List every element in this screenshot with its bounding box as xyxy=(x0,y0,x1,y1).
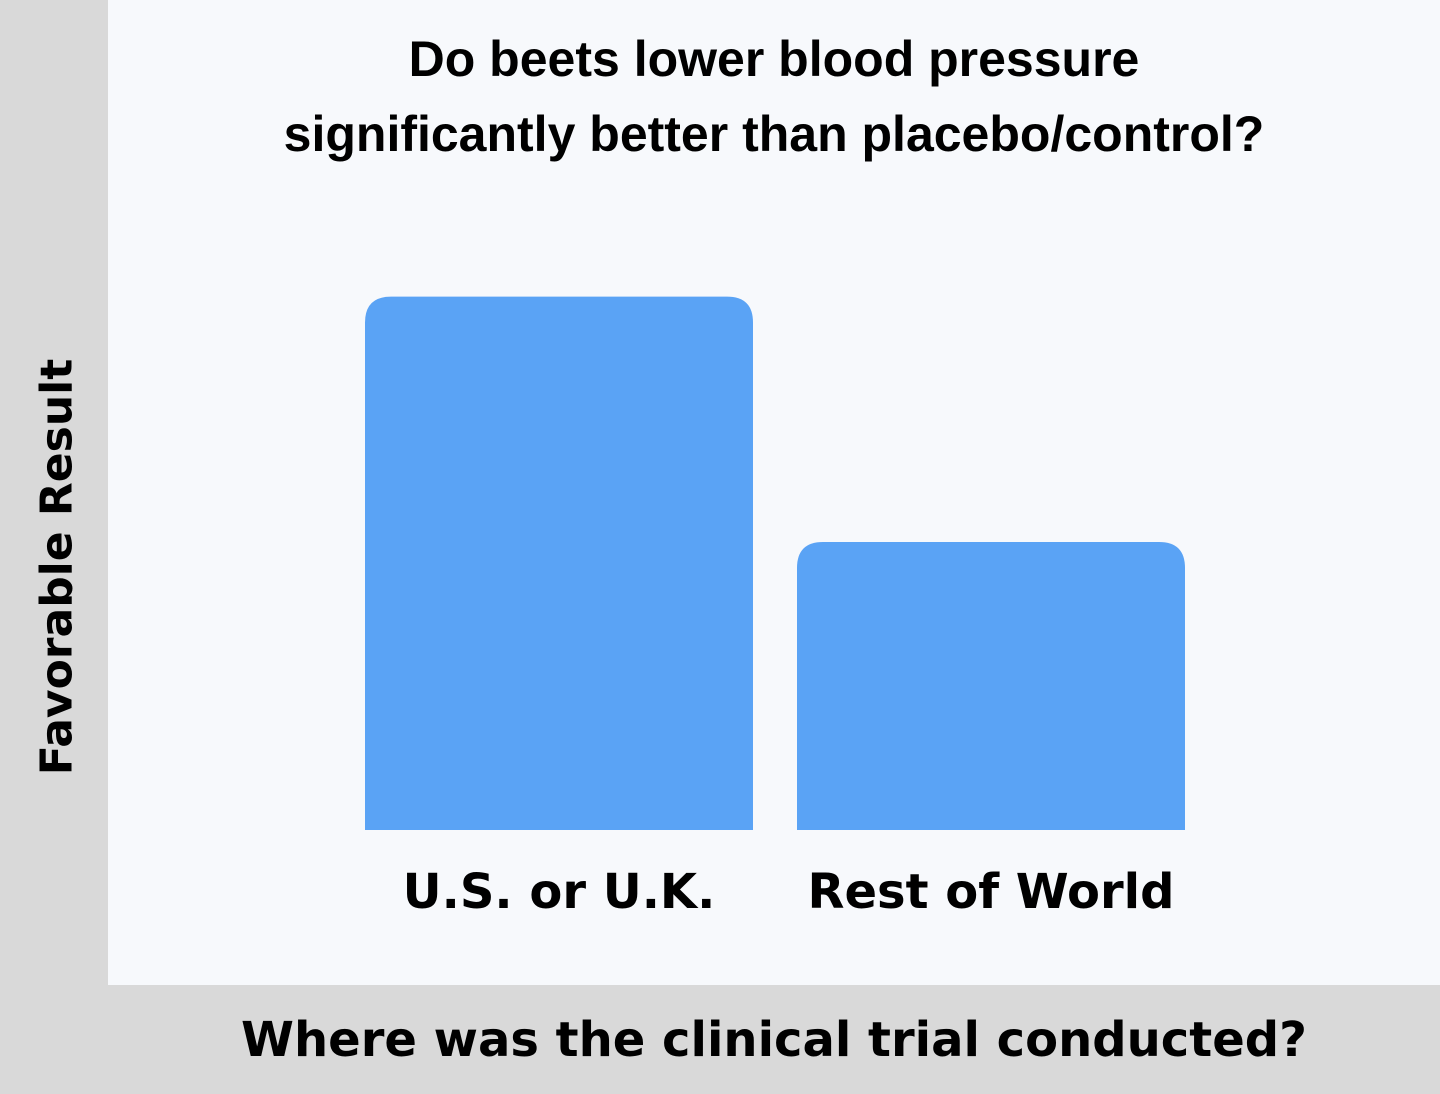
chart-title-line-2: significantly better than placebo/contro… xyxy=(283,106,1265,162)
bar-0 xyxy=(365,296,753,831)
chart-title: Do beets lower blood pressure significan… xyxy=(108,22,1440,172)
x-axis-label: Where was the clinical trial conducted? xyxy=(241,1012,1307,1068)
bar-1 xyxy=(797,542,1185,830)
x-tick-label-0: U.S. or U.K. xyxy=(403,864,716,920)
chart-title-line-1: Do beets lower blood pressure xyxy=(408,31,1140,87)
x-tick-label-1: Rest of World xyxy=(807,864,1174,920)
plot-area xyxy=(108,0,1440,985)
